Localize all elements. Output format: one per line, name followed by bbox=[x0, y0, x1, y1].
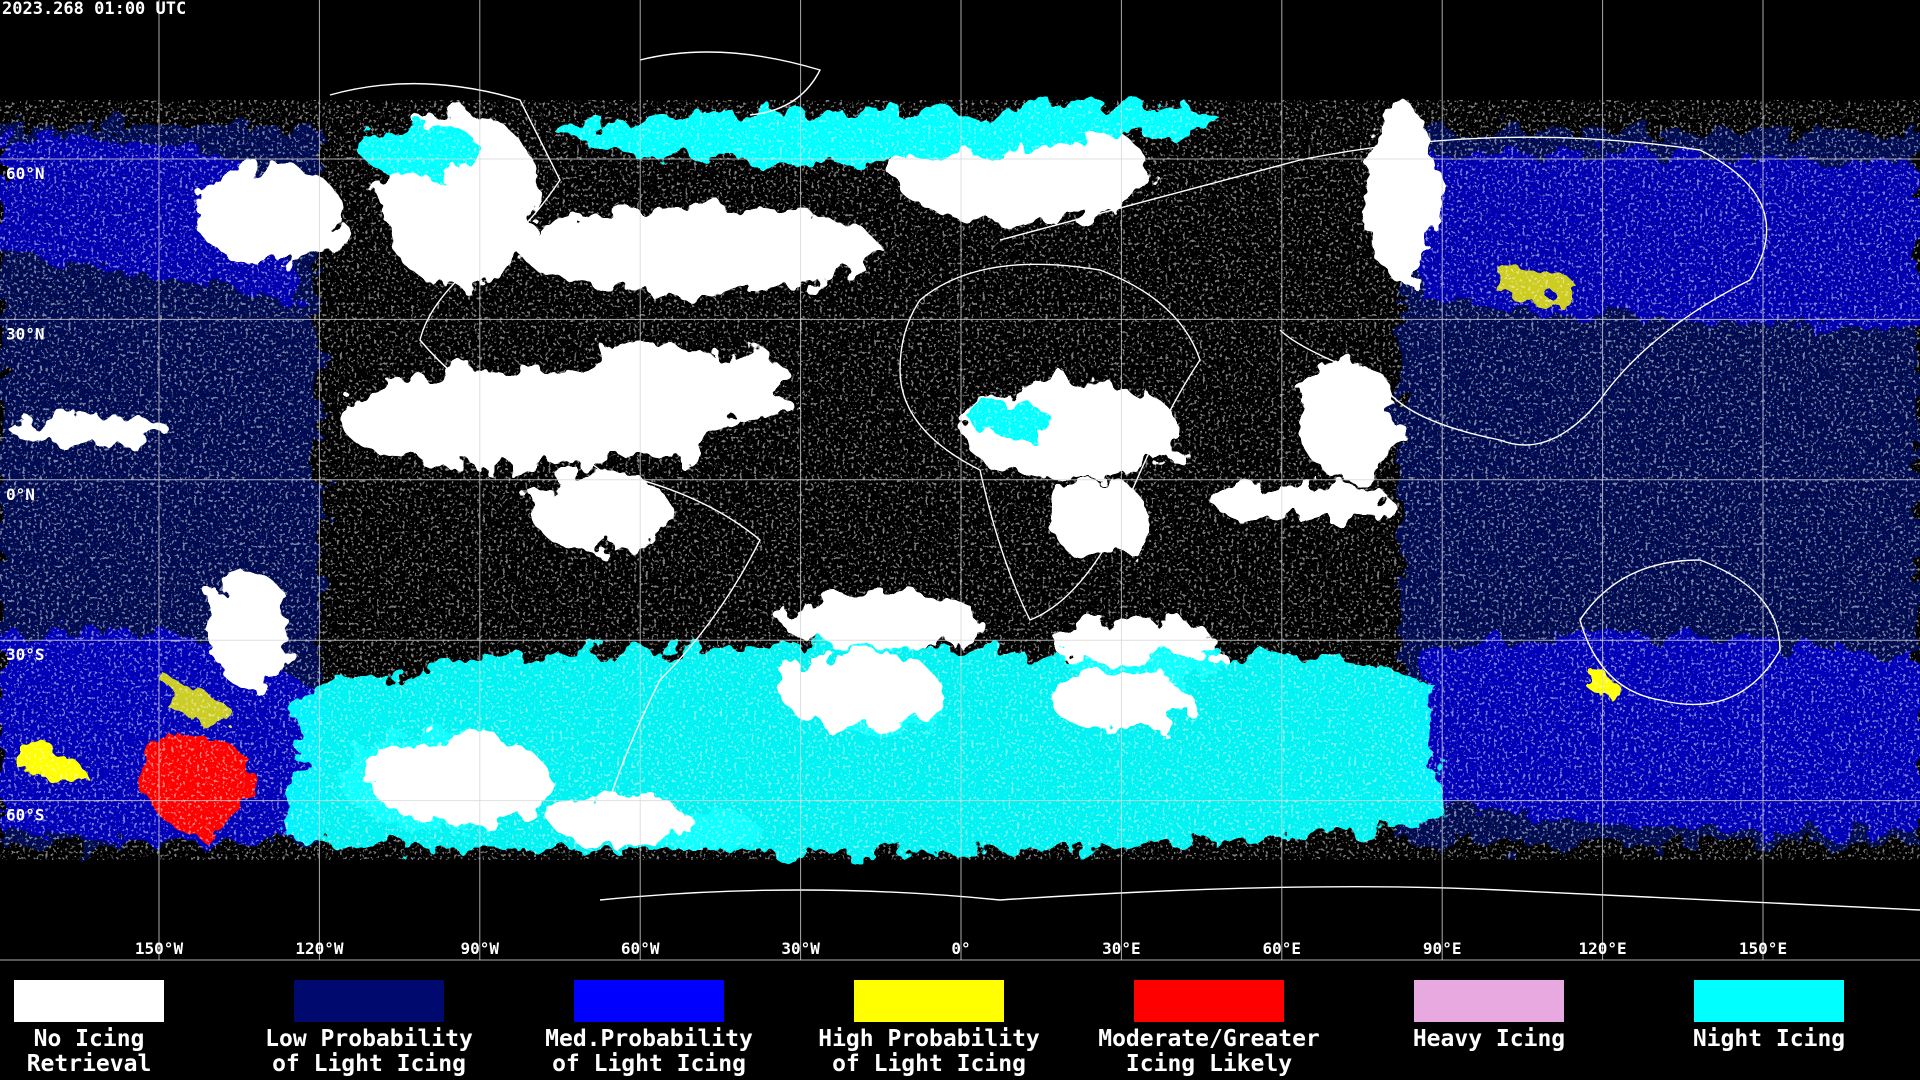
longitude-label: 30°E bbox=[1102, 939, 1141, 958]
legend-label: Heavy Icing bbox=[1413, 1026, 1565, 1052]
longitude-label: 60°E bbox=[1263, 939, 1302, 958]
legend-swatch bbox=[294, 980, 444, 1022]
legend-label: of Light Icing bbox=[552, 1051, 746, 1077]
longitude-label: 30°W bbox=[781, 939, 820, 958]
longitude-label: 0° bbox=[951, 939, 970, 958]
legend-label: Med.Probability bbox=[545, 1026, 753, 1052]
longitude-label: 150°W bbox=[135, 939, 184, 958]
legend-swatch bbox=[1414, 980, 1564, 1022]
timestamp: 2023.268 01:00 UTC bbox=[2, 0, 186, 19]
longitude-label: 60°W bbox=[621, 939, 660, 958]
latitude-label: 30°S bbox=[6, 645, 45, 664]
legend-label: Retrieval bbox=[27, 1051, 152, 1077]
legend-label: of Light Icing bbox=[832, 1051, 1026, 1077]
latitude-label: 60°N bbox=[6, 164, 45, 183]
coastlines bbox=[329, 51, 1920, 911]
legend-label: of Light Icing bbox=[272, 1051, 466, 1077]
graticule: 150°W 120°W 90°W 60°W 30°W 0° 30°E 60°E 90°E 120°… bbox=[0, 0, 1920, 961]
latitude-label: 60°S bbox=[6, 806, 45, 825]
legend-swatch bbox=[14, 980, 164, 1022]
latitude-label: 0°N bbox=[6, 485, 35, 504]
longitude-label: 150°E bbox=[1739, 939, 1787, 958]
latitude-label: 30°N bbox=[6, 324, 45, 343]
longitude-label: 120°E bbox=[1579, 939, 1627, 958]
legend-label: Icing Likely bbox=[1126, 1051, 1292, 1077]
legend-label: High Probability bbox=[818, 1026, 1040, 1052]
legend-label: Moderate/Greater bbox=[1098, 1026, 1320, 1052]
legend-label: No Icing bbox=[34, 1026, 145, 1052]
legend-swatch bbox=[574, 980, 724, 1022]
longitude-label: 120°W bbox=[295, 939, 344, 958]
legend-swatch bbox=[854, 980, 1004, 1022]
legend-label: Night Icing bbox=[1693, 1026, 1845, 1052]
longitude-label: 90°E bbox=[1423, 939, 1462, 958]
longitude-label: 90°W bbox=[461, 939, 500, 958]
legend-swatch bbox=[1694, 980, 1844, 1022]
legend-label: Low Probability bbox=[265, 1026, 473, 1052]
legend-swatch bbox=[1134, 980, 1284, 1022]
